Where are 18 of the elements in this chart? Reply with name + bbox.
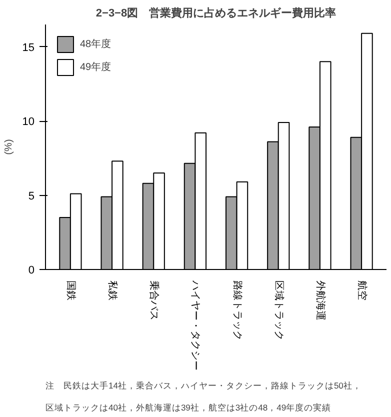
legend-label: 48年度	[80, 38, 112, 51]
x-tick-label: 路線トラック	[231, 280, 244, 340]
x-tick-label: 乗合バス	[148, 280, 160, 320]
x-tick-label: 区域トラック	[272, 280, 285, 340]
x-tick-label: 国鉄	[64, 280, 77, 300]
y-axis-title: (%)	[3, 139, 14, 155]
x-tick-label: ハイヤー・タクシー	[190, 280, 201, 370]
y-tick-label: 0	[28, 264, 35, 276]
x-tick-label: 外航海運	[314, 280, 326, 320]
x-tick-label: 航空	[356, 280, 368, 300]
chart-title: 2−3−8図 営業費用に占めるエネルギー費用比率	[96, 6, 336, 20]
x-tick-label: 私鉄	[106, 280, 119, 300]
y-tick-label: 5	[28, 190, 35, 202]
text: 区域トラックは40社，外航海運は39社，航空は3社の48，49年度の実績	[46, 402, 332, 412]
legend-label: 49年度	[80, 60, 112, 74]
y-tick-label: 15	[22, 42, 35, 54]
y-tick-label: 10	[22, 116, 35, 128]
text: 注 民鉄は大手14社，乗合バス，ハイヤー・タクシー，路線トラックは50社，	[46, 380, 362, 390]
